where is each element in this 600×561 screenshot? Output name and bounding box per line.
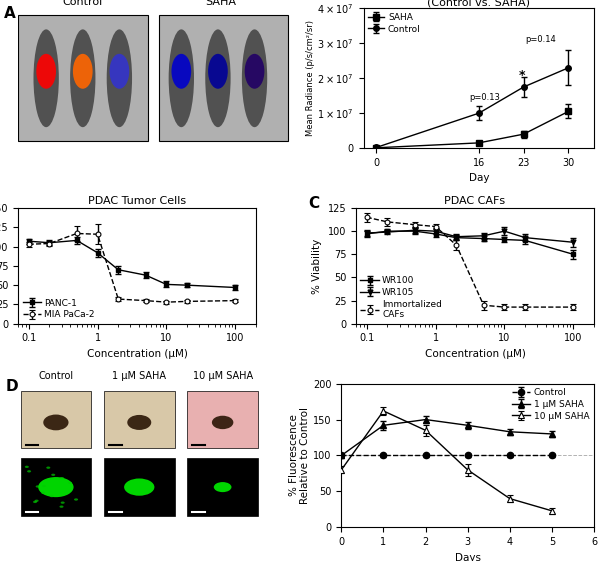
Text: p=0.14: p=0.14 xyxy=(525,35,556,44)
X-axis label: Days: Days xyxy=(455,553,481,561)
Ellipse shape xyxy=(172,54,191,89)
Legend: PANC-1, MIA PaCa-2: PANC-1, MIA PaCa-2 xyxy=(23,298,95,319)
Bar xyxy=(187,458,258,516)
Text: D: D xyxy=(5,379,18,394)
Text: 1 μM SAHA: 1 μM SAHA xyxy=(112,371,166,381)
Ellipse shape xyxy=(208,54,228,89)
Title: Tumor Radiance
(Control vs. SAHA): Tumor Radiance (Control vs. SAHA) xyxy=(427,0,530,8)
Bar xyxy=(159,15,289,141)
Ellipse shape xyxy=(205,29,230,127)
Circle shape xyxy=(35,485,40,488)
Bar xyxy=(187,391,258,448)
Ellipse shape xyxy=(169,29,194,127)
Bar xyxy=(104,458,175,516)
Legend: WR100, WR105, Immortalized
CAFs: WR100, WR105, Immortalized CAFs xyxy=(361,277,442,319)
Circle shape xyxy=(60,477,64,479)
Bar xyxy=(20,458,91,516)
Ellipse shape xyxy=(127,415,151,430)
Circle shape xyxy=(50,495,54,497)
Text: 10 μM SAHA: 10 μM SAHA xyxy=(193,371,253,381)
Y-axis label: % Fluorescence
Relative to Control: % Fluorescence Relative to Control xyxy=(289,407,310,504)
Circle shape xyxy=(35,500,38,502)
Ellipse shape xyxy=(70,29,95,127)
Circle shape xyxy=(61,502,65,504)
Ellipse shape xyxy=(242,29,267,127)
Y-axis label: % Viability: % Viability xyxy=(312,238,322,293)
Bar xyxy=(18,15,148,141)
Bar xyxy=(104,391,175,448)
Y-axis label: Mean Radiance (p/s/cm²/sr): Mean Radiance (p/s/cm²/sr) xyxy=(305,20,314,136)
Text: Control: Control xyxy=(62,0,103,7)
X-axis label: Concentration (μM): Concentration (μM) xyxy=(425,349,526,359)
Ellipse shape xyxy=(34,29,59,127)
Circle shape xyxy=(59,505,64,508)
Ellipse shape xyxy=(73,54,92,89)
X-axis label: Day: Day xyxy=(469,173,489,183)
Ellipse shape xyxy=(124,479,154,496)
Ellipse shape xyxy=(214,482,232,492)
Text: p=0.13: p=0.13 xyxy=(469,93,500,102)
Circle shape xyxy=(42,485,46,487)
Circle shape xyxy=(27,470,31,472)
Legend: Control, 1 μM SAHA, 10 μM SAHA: Control, 1 μM SAHA, 10 μM SAHA xyxy=(512,388,589,421)
Legend: SAHA, Control: SAHA, Control xyxy=(368,13,421,34)
Bar xyxy=(20,391,91,448)
Ellipse shape xyxy=(38,477,74,497)
X-axis label: Concentration (μM): Concentration (μM) xyxy=(86,349,187,359)
Ellipse shape xyxy=(212,416,233,429)
Ellipse shape xyxy=(245,54,265,89)
Circle shape xyxy=(74,498,78,500)
Circle shape xyxy=(33,501,37,503)
Ellipse shape xyxy=(107,29,132,127)
Text: SAHA: SAHA xyxy=(205,0,236,7)
Title: PDAC Tumor Cells: PDAC Tumor Cells xyxy=(88,196,186,206)
Title: PDAC CAFs: PDAC CAFs xyxy=(445,196,506,206)
Circle shape xyxy=(51,473,55,476)
Ellipse shape xyxy=(110,54,129,89)
Text: Control: Control xyxy=(38,371,73,381)
Circle shape xyxy=(46,467,50,469)
Ellipse shape xyxy=(43,415,68,430)
Text: A: A xyxy=(4,6,16,21)
Ellipse shape xyxy=(37,54,56,89)
Text: C: C xyxy=(308,196,320,211)
Circle shape xyxy=(41,491,46,494)
Circle shape xyxy=(25,466,29,468)
Text: *: * xyxy=(519,69,526,82)
Circle shape xyxy=(68,482,72,484)
